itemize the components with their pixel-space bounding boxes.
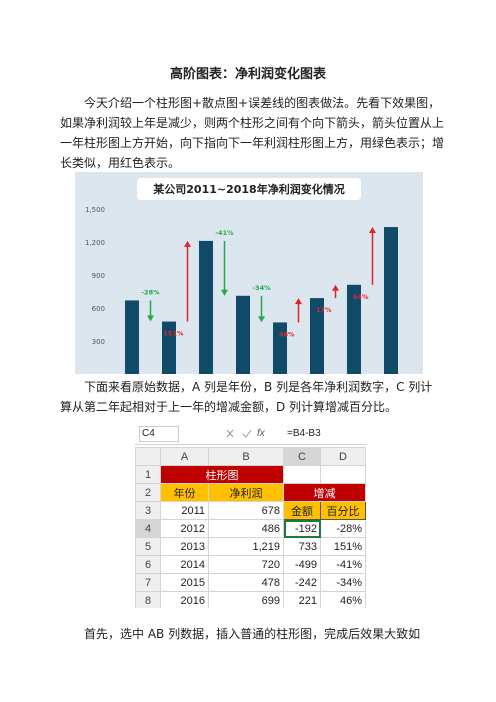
cell: 百分比 <box>320 501 366 520</box>
bar <box>273 322 287 374</box>
formula-icons <box>226 429 252 438</box>
change-label: 17% <box>316 306 332 314</box>
change-label: -41% <box>215 229 234 237</box>
bar <box>162 321 176 374</box>
cell: A <box>160 447 209 466</box>
cell: 478 <box>208 573 284 592</box>
bar <box>199 240 213 374</box>
y-tick-label: 1,200 <box>85 239 105 247</box>
cell: -28% <box>320 519 366 538</box>
chart: 某公司2011~2018年净利润变化情况 300 600 900 1,200 1,500… <box>75 172 423 374</box>
y-tick-label: 600 <box>92 305 105 313</box>
cell: 4 <box>135 519 161 538</box>
sheet-grid: A B C D 1 柱形图 2 年份 净利润 增减 3 2011 678 金额 百分比 4 2012 486 -19… <box>135 447 366 608</box>
cell: 2 <box>135 483 161 502</box>
cell: 金额 <box>283 501 321 520</box>
cell: D <box>320 447 366 466</box>
y-tick-label: 900 <box>92 272 105 280</box>
row: 4 2012 486 -192 -28% <box>135 519 366 538</box>
cell: -192 <box>283 519 321 538</box>
row: 5 2013 1,219 733 151% <box>135 537 366 556</box>
cell: 3 <box>135 501 161 520</box>
formula: =B4-B3 <box>287 428 321 439</box>
cell: 7 <box>135 573 161 592</box>
cell: 2015 <box>160 573 209 592</box>
paragraph: 下面来看原始数据，A 列是年份，B 列是各年净利润数字，C 列计算从第二年起相对… <box>60 380 433 414</box>
bar <box>384 227 398 374</box>
change-label: 151% <box>163 330 184 338</box>
cell: 柱形图 <box>160 465 284 484</box>
bar <box>125 300 139 374</box>
cell <box>320 465 366 484</box>
arrow-head <box>147 315 154 322</box>
cell: 6 <box>135 555 161 574</box>
cell <box>283 465 321 484</box>
cell: 年份 <box>160 483 209 502</box>
arrow-head <box>295 298 302 305</box>
paragraph: 首先，选中 AB 列数据，插入普通的柱形图，完成后效果大致如 <box>84 627 421 641</box>
cell: 2013 <box>160 537 209 556</box>
cell: 1 <box>135 465 161 484</box>
cell: 5 <box>135 537 161 556</box>
cell: 1,219 <box>208 537 284 556</box>
name-box: C4 <box>139 426 179 442</box>
row: 1 柱形图 <box>135 465 366 484</box>
arrow-head <box>258 316 265 323</box>
change-label: 46% <box>279 330 295 338</box>
cell: 678 <box>208 501 284 520</box>
formula-bar: C4 fx =B4-B3 <box>135 424 367 445</box>
cell: B <box>208 447 284 466</box>
cell: 221 <box>283 591 321 608</box>
cell: 720 <box>208 555 284 574</box>
cell: 2014 <box>160 555 209 574</box>
row: 2 年份 净利润 增减 <box>135 483 366 502</box>
cell: -499 <box>283 555 321 574</box>
row: 6 2014 720 -499 -41% <box>135 555 366 574</box>
arrow-head <box>332 284 339 291</box>
arrow-head <box>221 289 228 296</box>
y-tick-label: 1,500 <box>85 206 105 214</box>
cell: 46% <box>320 591 366 608</box>
y-tick-label: 300 <box>92 338 105 346</box>
fx-label: fx <box>257 428 265 439</box>
cell: 增减 <box>283 483 366 502</box>
cell: 净利润 <box>208 483 284 502</box>
cell: 8 <box>135 591 161 608</box>
spreadsheet: C4 fx =B4-B3 A B C D 1 柱形图 2 年份 净利润 增减 3 2011 678 金额百… <box>135 424 367 608</box>
cell: 2012 <box>160 519 209 538</box>
row: 3 2011 678 金额 百分比 <box>135 501 366 520</box>
paragraph: 今天介绍一个柱形图+散点图+误差线的图表做法。先看下效果图，如果净利润较上年是减… <box>60 96 445 170</box>
bar <box>347 284 361 374</box>
change-label: 64% <box>353 293 369 301</box>
cell: 151% <box>320 537 366 556</box>
chart-title: 某公司2011~2018年净利润变化情况 <box>152 182 344 196</box>
row: 7 2015 478 -242 -34% <box>135 573 366 592</box>
cell: 486 <box>208 519 284 538</box>
title-box <box>137 178 361 200</box>
cell: -41% <box>320 555 366 574</box>
row: 8 2016 699 221 46% <box>135 591 366 608</box>
cell: -242 <box>283 573 321 592</box>
doc-title: 高阶图表：净利润变化图表 <box>169 67 326 82</box>
arrow-head <box>369 227 376 234</box>
bar <box>236 295 250 374</box>
cell: 699 <box>208 591 284 608</box>
cell: 2011 <box>160 501 209 520</box>
cell: 733 <box>283 537 321 556</box>
change-label: -34% <box>252 284 271 292</box>
arrow-head <box>184 240 191 247</box>
cell: 2016 <box>160 591 209 608</box>
cell <box>135 447 161 466</box>
cell: -34% <box>320 573 366 592</box>
bar <box>310 298 324 374</box>
change-label: -28% <box>141 288 160 296</box>
cell: C <box>283 447 321 466</box>
